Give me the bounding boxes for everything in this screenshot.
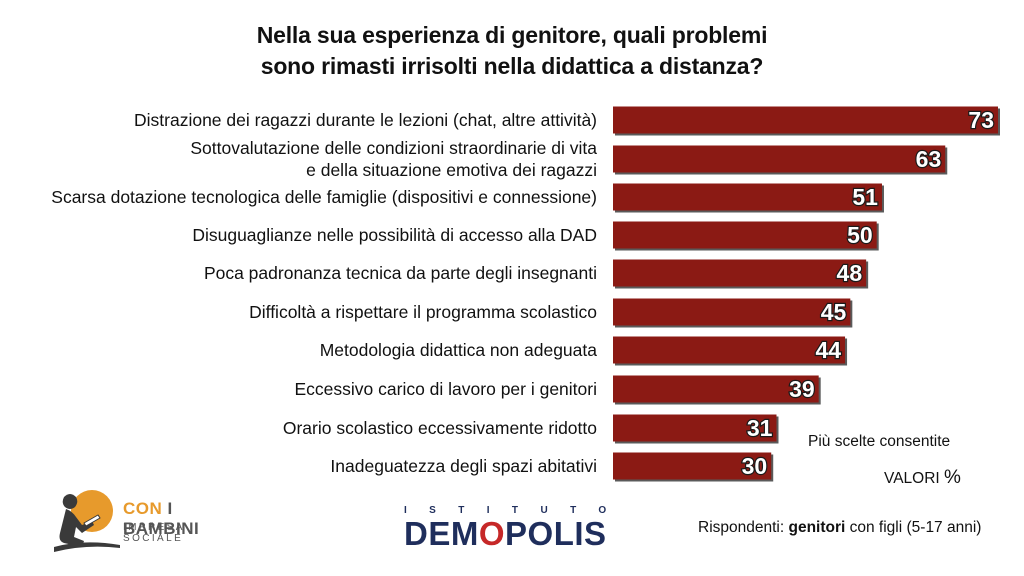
bar: [613, 336, 846, 364]
chart-title-line-2: sono rimasti irrisolti nella didattica a…: [260, 53, 764, 79]
data-label: 50: [847, 222, 873, 248]
percent-unit: %: [944, 467, 961, 488]
bar: [613, 106, 998, 134]
bar: [613, 259, 867, 287]
child-reading-icon: [54, 490, 120, 552]
demopolis-wordmark: DEMOPOLIS: [404, 515, 607, 552]
bar: [613, 221, 877, 249]
data-label: 30: [742, 453, 768, 479]
data-label: 39: [789, 376, 815, 402]
data-label: 63: [916, 146, 942, 172]
data-label: 51: [852, 184, 878, 210]
bar: [613, 375, 819, 403]
category-label: Difficoltà a rispettare il programma sco…: [249, 302, 597, 322]
multiple-choice-note: Più scelte consentite: [808, 433, 951, 450]
category-label: Poca padronanza tecnica da parte degli i…: [204, 263, 597, 283]
respondents-prefix: Rispondenti:: [698, 519, 789, 536]
values-label: VALORI: [884, 470, 940, 487]
data-label: 31: [747, 415, 773, 441]
data-label: 44: [815, 337, 841, 363]
demopolis-logo: ISTITUTO DEMOPOLIS: [404, 505, 666, 553]
chart-title: Nella sua esperienza di genitore, quali …: [0, 20, 1024, 82]
data-label: 73: [968, 107, 994, 133]
con-i-bambini-logo: CON I BAMBINI IMPRESA SOCIALE: [50, 487, 240, 553]
demopolis-istituto: ISTITUTO: [404, 505, 629, 516]
bar: [613, 452, 772, 480]
bar: [613, 145, 946, 173]
bar: [613, 183, 882, 211]
category-label: Scarsa dotazione tecnologica delle famig…: [51, 187, 597, 207]
respondents-suffix: con figli (5-17 anni): [845, 519, 982, 536]
con-i-bambini-wordmark: CON I BAMBINI: [123, 499, 200, 538]
chart-title-line-1: Nella sua esperienza di genitore, quali …: [256, 22, 768, 48]
category-label: Orario scolastico eccessivamente ridotto: [283, 418, 597, 438]
category-label: Sottovalutazione delle condizioni straor…: [190, 138, 597, 158]
con-i-bambini-subtitle: IMPRESA SOCIALE: [123, 522, 185, 544]
category-label: Metodologia didattica non adeguata: [320, 340, 598, 360]
respondents-bold: genitori: [788, 519, 846, 536]
category-label: Distrazione dei ragazzi durante le lezio…: [134, 110, 597, 130]
category-label: Eccessivo carico di lavoro per i genitor…: [295, 379, 598, 399]
data-label: 45: [821, 299, 847, 325]
category-label: Disuguaglianze nelle possibilità di acce…: [192, 225, 597, 245]
bar: [613, 414, 777, 442]
category-label: e della situazione emotiva dei ragazzi: [306, 160, 597, 180]
category-label: Inadeguatezza degli spazi abitativi: [330, 456, 597, 476]
values-unit-note: VALORI %: [884, 467, 961, 489]
respondents-note: Rispondenti: genitori con figli (5-17 an…: [698, 519, 981, 537]
bar: [613, 298, 851, 326]
data-label: 48: [837, 260, 863, 286]
